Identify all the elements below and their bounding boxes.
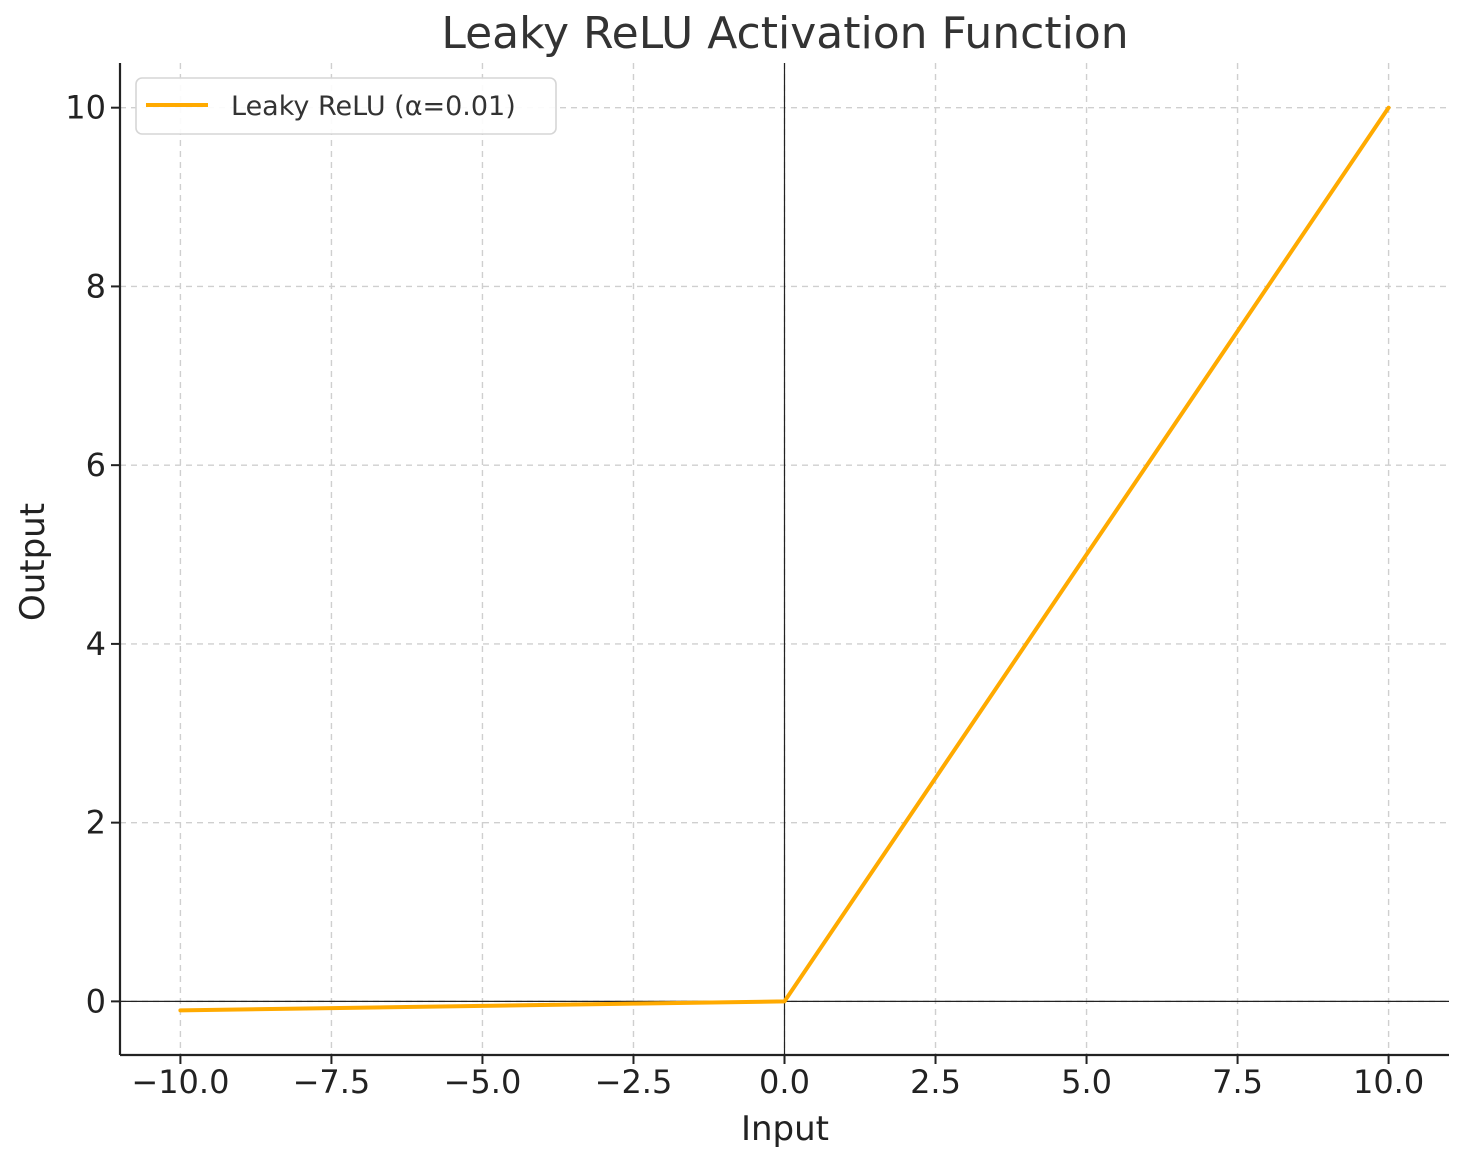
x-tick-label-5: 2.5	[910, 1063, 961, 1101]
y-tick-label-2: 4	[86, 625, 106, 663]
x-tick-labels: −10.0 −7.5 −5.0 −2.5 0.0 2.5 5.0 7.5 10.0	[131, 1063, 1424, 1101]
x-tick-label-4: 0.0	[759, 1063, 810, 1101]
y-tick-label-4: 8	[86, 267, 106, 305]
y-tick-label-5: 10	[65, 89, 106, 127]
x-tick-label-8: 10.0	[1353, 1063, 1424, 1101]
legend-box	[135, 77, 557, 135]
series-layer	[178, 105, 1391, 1013]
x-tick-label-1: −7.5	[293, 1063, 371, 1101]
x-tick-label-3: −2.5	[595, 1063, 673, 1101]
legend: Leaky ReLU (α=0.01)	[135, 77, 557, 135]
x-tick-label-2: −5.0	[444, 1063, 522, 1101]
x-tick-label-6: 5.0	[1061, 1063, 1112, 1101]
chart-title: Leaky ReLU Activation Function	[441, 8, 1128, 59]
y-tick-labels: 0 2 4 6 8 10	[65, 89, 106, 1021]
tick-marks	[111, 106, 1390, 1064]
x-tick-label-0: −10.0	[131, 1063, 229, 1101]
y-tick-label-3: 6	[86, 446, 106, 484]
legend-label: Leaky ReLU (α=0.01)	[231, 91, 516, 122]
reference-lines	[120, 63, 1449, 1055]
x-axis-label: Input	[741, 1109, 829, 1149]
y-tick-label-0: 0	[86, 982, 106, 1020]
series-line-0	[178, 105, 1391, 1013]
y-tick-label-1: 2	[86, 804, 106, 842]
x-tick-label-7: 7.5	[1212, 1063, 1263, 1101]
y-axis-label: Output	[13, 503, 53, 621]
